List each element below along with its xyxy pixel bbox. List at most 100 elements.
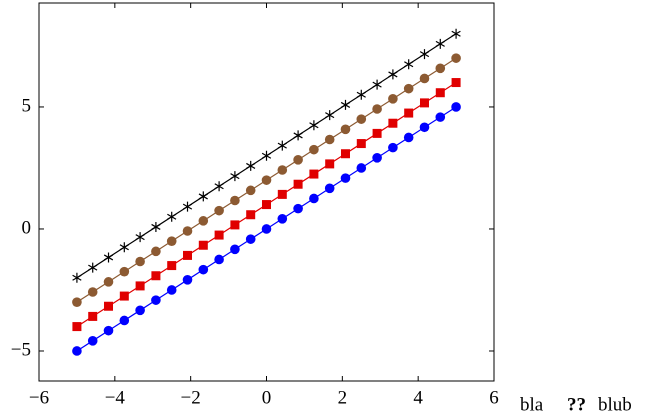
marker bbox=[167, 261, 177, 271]
marker bbox=[388, 69, 398, 80]
marker bbox=[230, 171, 240, 182]
marker bbox=[72, 322, 82, 332]
y-tick-label: −5 bbox=[11, 339, 31, 360]
marker bbox=[356, 139, 366, 149]
marker bbox=[167, 211, 177, 222]
marker bbox=[261, 224, 272, 234]
annotation: bla bbox=[520, 394, 544, 415]
marker bbox=[214, 254, 224, 265]
marker bbox=[435, 112, 446, 122]
marker bbox=[403, 83, 414, 94]
marker bbox=[182, 226, 193, 236]
marker bbox=[230, 195, 240, 206]
marker bbox=[356, 163, 367, 173]
marker bbox=[262, 200, 271, 210]
marker bbox=[419, 122, 430, 133]
x-tick-label: 4 bbox=[413, 387, 423, 408]
marker bbox=[214, 181, 224, 192]
marker bbox=[293, 179, 303, 189]
marker bbox=[166, 236, 177, 246]
marker bbox=[151, 246, 161, 257]
marker bbox=[293, 203, 303, 214]
marker bbox=[261, 150, 272, 161]
marker bbox=[388, 142, 398, 153]
marker bbox=[435, 88, 445, 98]
marker bbox=[324, 134, 335, 145]
marker bbox=[245, 234, 256, 244]
marker bbox=[151, 271, 161, 281]
marker bbox=[87, 287, 98, 297]
marker bbox=[151, 295, 161, 305]
marker bbox=[183, 250, 193, 260]
marker bbox=[403, 132, 414, 143]
marker bbox=[198, 240, 208, 250]
marker bbox=[451, 78, 461, 88]
marker bbox=[356, 89, 366, 100]
marker bbox=[261, 175, 272, 185]
annotation: ?? bbox=[567, 394, 586, 415]
x-tick-label: 2 bbox=[338, 387, 348, 408]
marker bbox=[119, 266, 130, 277]
marker bbox=[214, 205, 224, 216]
marker bbox=[388, 118, 398, 128]
marker bbox=[103, 325, 114, 336]
marker bbox=[372, 128, 382, 138]
marker bbox=[340, 99, 351, 110]
marker bbox=[119, 291, 129, 301]
marker bbox=[104, 301, 114, 311]
marker bbox=[451, 28, 461, 39]
marker bbox=[356, 114, 367, 124]
marker bbox=[103, 252, 114, 263]
y-tick-label: 0 bbox=[22, 217, 32, 238]
x-tick-label: 0 bbox=[262, 387, 272, 408]
marker bbox=[119, 242, 129, 253]
marker bbox=[309, 169, 319, 179]
marker bbox=[198, 216, 209, 226]
marker bbox=[214, 230, 224, 240]
marker bbox=[419, 73, 430, 84]
marker bbox=[404, 108, 414, 118]
marker bbox=[198, 264, 209, 275]
marker bbox=[135, 305, 145, 316]
marker bbox=[340, 124, 351, 135]
marker bbox=[324, 183, 335, 194]
marker bbox=[435, 38, 445, 49]
y-tick-label: 5 bbox=[22, 95, 32, 116]
x-tick-label: −2 bbox=[181, 387, 201, 408]
marker bbox=[135, 281, 145, 291]
marker bbox=[293, 130, 303, 141]
marker bbox=[277, 140, 287, 151]
marker bbox=[451, 53, 461, 63]
marker bbox=[309, 193, 319, 204]
marker bbox=[246, 160, 256, 171]
marker bbox=[72, 272, 82, 283]
marker bbox=[135, 256, 145, 267]
marker bbox=[277, 214, 288, 224]
marker bbox=[198, 191, 208, 202]
marker bbox=[182, 275, 193, 285]
marker bbox=[451, 102, 461, 112]
marker bbox=[103, 277, 114, 287]
marker bbox=[309, 144, 319, 155]
marker bbox=[72, 346, 82, 356]
marker bbox=[372, 152, 382, 163]
marker bbox=[87, 336, 98, 346]
marker bbox=[372, 79, 382, 90]
marker bbox=[435, 63, 446, 74]
marker bbox=[88, 311, 98, 321]
annotation: blub bbox=[598, 394, 632, 415]
marker bbox=[325, 110, 335, 121]
plot-frame bbox=[38, 2, 495, 382]
x-tick-label: −6 bbox=[29, 387, 49, 408]
marker bbox=[277, 165, 288, 175]
marker bbox=[230, 220, 240, 230]
marker bbox=[309, 120, 319, 131]
marker bbox=[293, 155, 303, 165]
marker bbox=[419, 49, 430, 60]
marker bbox=[340, 149, 350, 159]
marker bbox=[340, 173, 351, 183]
marker bbox=[119, 315, 130, 326]
marker bbox=[88, 262, 98, 273]
